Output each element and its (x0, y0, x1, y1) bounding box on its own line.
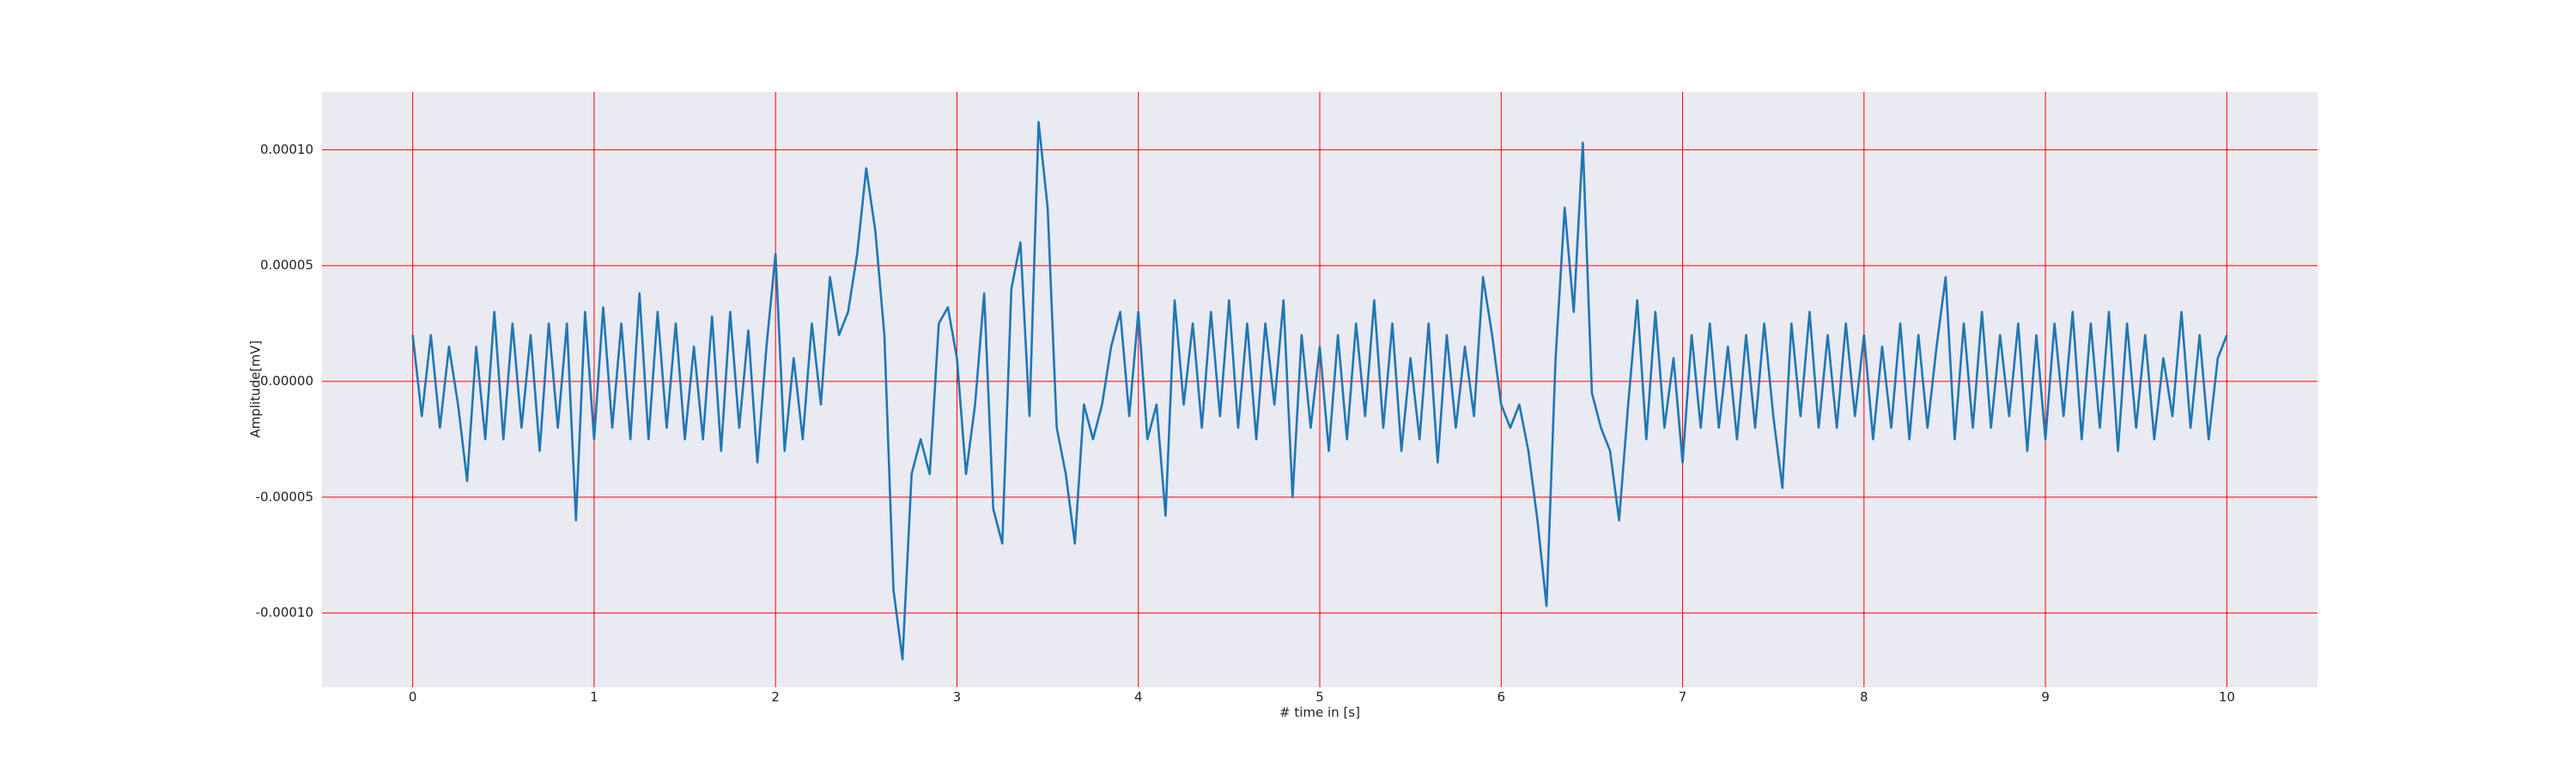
x-tick-label: 1 (590, 690, 598, 705)
signal-line (411, 120, 2228, 660)
x-tick-label: 3 (953, 690, 962, 705)
x-tick-label: 2 (771, 690, 780, 705)
x-tick-label: 9 (2041, 690, 2050, 705)
x-axis-label: # time in [s] (1279, 705, 1360, 721)
x-tick-label: 10 (2219, 690, 2235, 705)
x-tick-label: 6 (1497, 690, 1505, 705)
x-tick-label: 8 (1860, 690, 1868, 705)
y-tick-label: 0.00005 (260, 258, 313, 273)
x-tick-label: 0 (409, 690, 417, 705)
y-tick-label: -0.00010 (256, 605, 313, 620)
y-tick-label: 0.00000 (260, 374, 313, 389)
y-tick-label: 0.00010 (260, 142, 313, 157)
y-tick-label: -0.00005 (256, 489, 313, 504)
x-tick-label: 7 (1679, 690, 1687, 705)
x-tick-label: 5 (1315, 690, 1324, 705)
y-axis-label: Amplitude[mV] (248, 340, 264, 437)
x-tick-label: 4 (1134, 690, 1143, 705)
